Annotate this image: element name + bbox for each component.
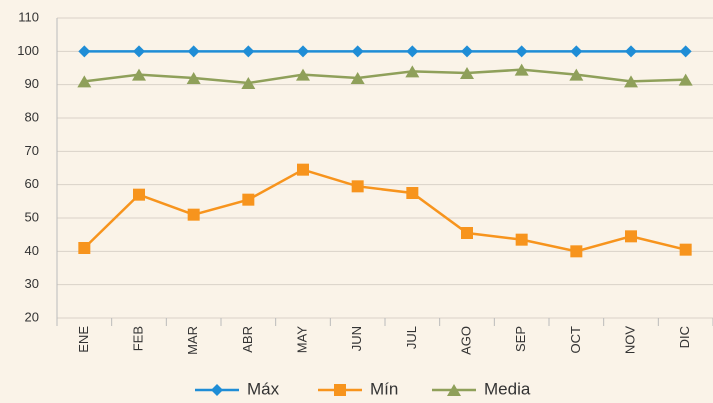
x-tick-label: FEB (130, 326, 145, 351)
legend-label: Máx (247, 379, 280, 398)
marker (405, 65, 420, 78)
x-tick-label: JUL (404, 326, 419, 349)
x-tick-label: MAR (185, 326, 200, 355)
marker (460, 67, 474, 79)
legend-item: Media (432, 379, 531, 398)
marker (678, 73, 693, 86)
y-tick-label: 90 (25, 76, 39, 91)
y-tick-label: 100 (17, 43, 39, 58)
marker (77, 75, 92, 88)
marker (297, 45, 309, 58)
x-tick-label: JUN (349, 326, 364, 351)
marker (334, 384, 346, 396)
marker (679, 243, 692, 256)
marker (570, 245, 583, 258)
series-line (84, 68, 686, 85)
marker (461, 227, 473, 239)
marker (679, 45, 692, 58)
series (77, 63, 693, 89)
marker (242, 45, 255, 58)
marker (187, 45, 200, 58)
legend-label: Mín (370, 379, 398, 398)
marker (78, 242, 91, 254)
marker (447, 384, 461, 396)
legend-item: Máx (195, 379, 280, 398)
marker (296, 68, 310, 81)
marker (625, 230, 637, 243)
series (78, 45, 692, 58)
x-tick-label: NOV (622, 326, 637, 355)
marker (570, 45, 583, 58)
marker (186, 72, 201, 84)
marker (241, 77, 256, 89)
marker (78, 45, 91, 58)
marker (351, 180, 364, 193)
y-tick-label: 110 (18, 9, 39, 24)
y-tick-label: 70 (25, 143, 39, 158)
marker (515, 233, 528, 246)
legend-item: Mín (318, 379, 398, 398)
marker (625, 45, 637, 58)
marker (351, 45, 364, 58)
marker (569, 68, 584, 81)
legend-label: Media (484, 379, 531, 398)
series-line (83, 168, 686, 253)
marker (133, 45, 145, 58)
marker (515, 45, 528, 58)
y-tick-label: 50 (25, 209, 39, 224)
marker (624, 75, 638, 88)
marker (406, 187, 419, 199)
marker (461, 45, 473, 58)
y-tick-label: 60 (25, 176, 39, 191)
y-tick-label: 40 (25, 243, 39, 258)
x-tick-label: ABR (240, 326, 255, 353)
marker (132, 68, 146, 81)
y-tick-label: 30 (25, 276, 39, 291)
x-tick-label: MAY (294, 326, 309, 354)
x-tick-label: SEP (513, 326, 528, 352)
marker (187, 208, 200, 221)
marker (514, 63, 529, 76)
x-tick-label: ENE (76, 326, 91, 353)
x-tick-label: DIC (677, 326, 692, 348)
y-tick-label: 20 (25, 309, 39, 324)
series (78, 163, 692, 258)
marker (211, 384, 223, 396)
y-tick-label: 80 (25, 109, 39, 124)
marker (297, 163, 309, 176)
x-tick-label: OCT (568, 326, 583, 354)
x-tick-label: AGO (458, 326, 473, 355)
marker (242, 193, 255, 206)
marker (133, 188, 145, 201)
marker (350, 72, 365, 84)
marker (406, 45, 419, 58)
